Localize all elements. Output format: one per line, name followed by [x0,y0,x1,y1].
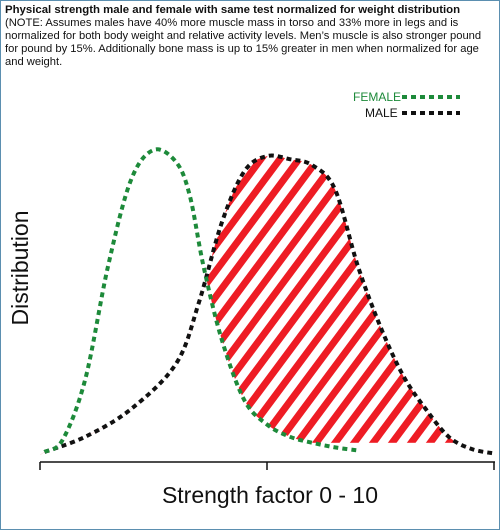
hatch-stripe [369,155,494,455]
hatch-stripe [464,155,494,455]
hatch-stripe [426,155,494,455]
hatch-stripe [445,155,494,455]
legend: FEMALE MALE [353,90,460,120]
hatch-stripe [407,155,494,455]
male-series-line [43,153,495,456]
baseline-mask [40,442,494,455]
chart-note: (NOTE: Assumes males have 40% more muscl… [5,17,482,68]
overlap-hatch [40,155,494,455]
y-axis-label: Distribution [7,210,33,326]
hatch-stripe [293,155,494,455]
chart-header: Physical strength male and female with s… [5,4,495,69]
chart-title: Physical strength male and female with s… [5,4,461,16]
hatch-stripe [331,155,494,455]
x-axis-label: Strength factor 0 - 10 [161,482,379,508]
legend-male-label: MALE [365,106,398,120]
hatch-stripe [483,155,494,455]
legend-female-label: FEMALE [353,90,401,104]
